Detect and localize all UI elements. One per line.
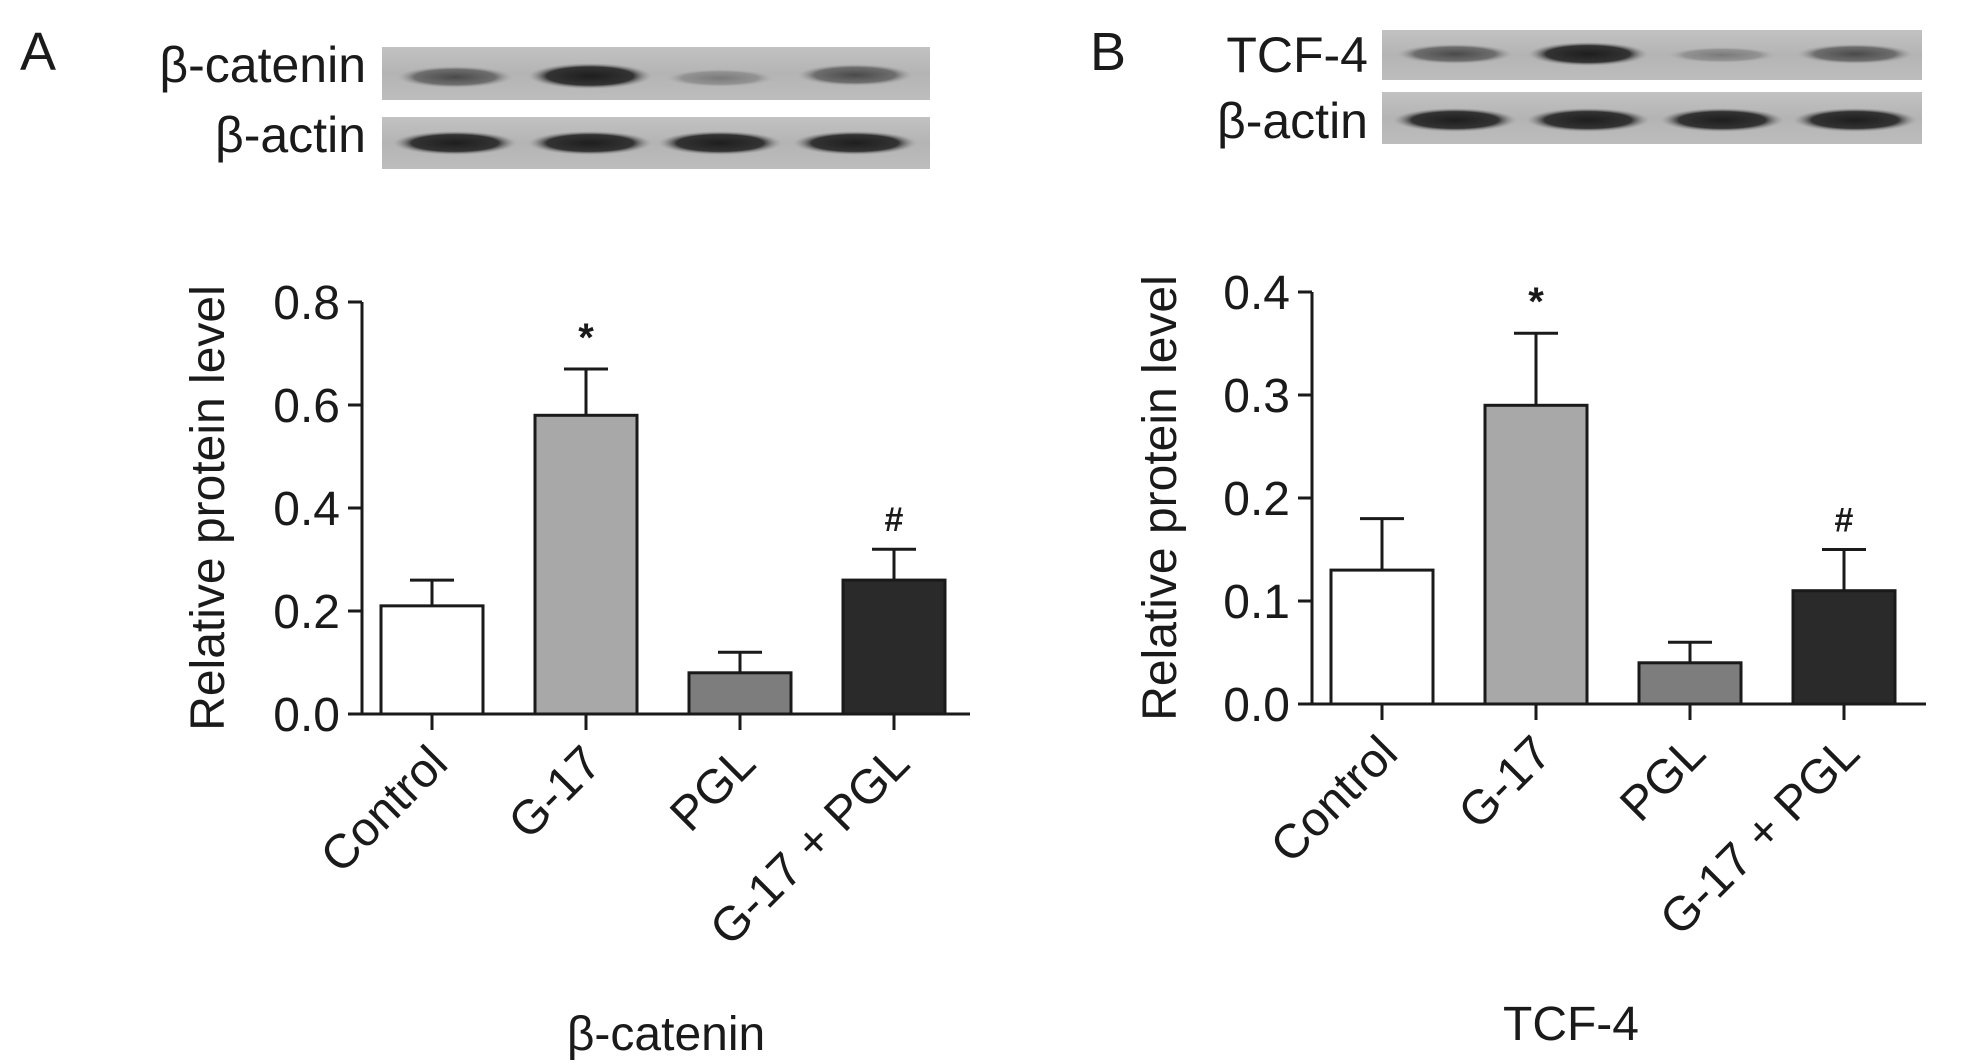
blot-band (397, 66, 513, 88)
panel-b-letter: B (1090, 22, 1126, 82)
blot-a-label-loading: β-actin (215, 107, 366, 163)
x-tick-label: G-17 (1449, 726, 1562, 839)
blot-b-label-target: TCF-4 (1226, 27, 1368, 83)
y-tick-label: 0.4 (273, 483, 340, 536)
bar (687, 671, 793, 716)
bar (841, 578, 947, 716)
y-tick-label: 0.6 (273, 380, 340, 433)
blot-band (665, 69, 775, 87)
blot-band (793, 131, 917, 155)
blot-a-label-target: β-catenin (159, 37, 366, 93)
y-tick-label: 0.2 (273, 586, 340, 639)
blot-band (1393, 108, 1517, 132)
blot-a-target-strip (382, 47, 930, 100)
x-axis-label: β-catenin (567, 1008, 765, 1061)
blot-b-label-loading: β-actin (1217, 93, 1368, 149)
bar (1329, 568, 1435, 706)
blot-band (1797, 44, 1913, 64)
y-tick-label: 0.4 (1223, 267, 1290, 320)
x-tick-label: Control (1261, 726, 1408, 873)
bar (1483, 403, 1589, 706)
x-tick-label: G-17 (499, 736, 612, 849)
y-tick-label: 0.1 (1223, 576, 1290, 629)
bar (1791, 589, 1897, 706)
x-tick-label: PGL (1610, 726, 1715, 831)
blot-band (797, 64, 913, 86)
y-tick-label: 0.0 (273, 689, 340, 742)
x-axis-label: TCF-4 (1503, 998, 1639, 1051)
significance-mark: # (885, 501, 904, 539)
blot-band (1667, 47, 1777, 63)
blot-band (393, 131, 517, 155)
panel-a: A β-catenin β-actin (20, 22, 930, 169)
blot-band (1397, 44, 1513, 64)
y-tick-label: 0.2 (1223, 473, 1290, 526)
y-axis-label: Relative protein level (1134, 275, 1187, 721)
blot-band (658, 131, 782, 155)
blot-b-loading-strip (1382, 92, 1922, 144)
blot-band (1793, 108, 1917, 132)
y-tick-label: 0.3 (1223, 370, 1290, 423)
blot-band (1660, 108, 1784, 132)
x-tick-label: PGL (660, 736, 765, 841)
blot-band (528, 131, 652, 155)
bar (379, 604, 485, 716)
significance-mark: # (1835, 502, 1854, 540)
blot-b-target-strip (1382, 30, 1922, 80)
y-tick-label: 0.8 (273, 277, 340, 330)
panel-b: B TCF-4 β-actin (1090, 22, 1922, 149)
blot-a-loading-strip (382, 117, 930, 169)
x-tick-label: Control (311, 736, 458, 883)
blot-band (1526, 108, 1650, 132)
y-tick-label: 0.0 (1223, 679, 1290, 732)
blot-band (1528, 42, 1648, 66)
y-axis-label: Relative protein level (182, 285, 235, 731)
panel-a-letter: A (20, 22, 56, 82)
bar (533, 413, 639, 716)
significance-mark: * (578, 316, 594, 360)
blot-band (528, 63, 652, 89)
bar (1637, 661, 1743, 706)
significance-mark: * (1528, 280, 1544, 324)
